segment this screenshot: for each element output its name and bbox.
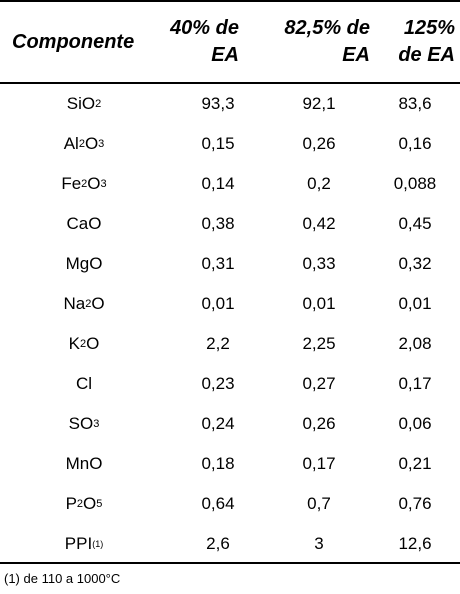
component-part: Fe (61, 174, 82, 193)
table-row: SO 3 0,24 0,26 0,06 (0, 404, 460, 444)
component-part: MgO (65, 254, 103, 273)
cell-component: PPI (1) (64, 534, 104, 553)
header-125-ea: 125% de EA (398, 17, 455, 66)
cell-component: Cl (0, 364, 168, 404)
table-header-rule (0, 82, 460, 84)
cell-component: Si O 2 (66, 94, 102, 113)
header-82-5-ea: 82,5% de EA (284, 17, 370, 66)
cell-value: 0,38 (201, 214, 235, 233)
cell-value: 0,06 (398, 414, 432, 433)
cell-value: 0,15 (201, 134, 235, 153)
cell-value: 0,16 (398, 134, 432, 153)
table-row: Al 2 O 3 0,15 0,26 0,16 (0, 124, 460, 164)
cell-value: 0,18 (201, 454, 235, 473)
component-part: CaO (66, 214, 102, 233)
cell-value: 0,45 (398, 214, 432, 233)
cell-value: 0,31 (201, 254, 235, 273)
component-part: O (87, 174, 101, 193)
table-row: PPI (1) 2,6 3 12,6 (0, 524, 460, 564)
table-row: Si O 2 93,3 92,1 83,6 (0, 84, 460, 124)
cell-component: Na 2 O (63, 294, 105, 313)
table-footnote: (1) de 110 a 1000°C (4, 571, 121, 586)
cell-value: 0,01 (302, 294, 336, 313)
cell-value: 2,25 (302, 334, 336, 353)
component-part: Na (63, 294, 86, 313)
header-componente: Componente (12, 30, 135, 53)
table-row: Fe 2 O 3 0,14 0,2 0,088 (0, 164, 460, 204)
cell-value: 3 (314, 534, 324, 553)
cell-value: 92,1 (302, 94, 336, 113)
cell-value: 0,01 (201, 294, 235, 313)
table-top-rule (0, 0, 460, 2)
cell-value: 0,23 (201, 374, 235, 393)
component-part: SO (68, 414, 94, 433)
cell-value: 0,27 (302, 374, 336, 393)
component-part: K (68, 334, 80, 353)
component-part: O (83, 494, 97, 513)
cell-value: 2,08 (398, 334, 432, 353)
component-part: MnO (65, 454, 103, 473)
component-part: O (81, 94, 96, 113)
cell-component: SO 3 (68, 414, 100, 433)
table-bottom-rule (0, 562, 460, 564)
cell-value: 0,088 (393, 174, 437, 193)
cell-value: 93,3 (201, 94, 235, 113)
cell-component: MnO (0, 444, 168, 484)
cell-value: 2,2 (206, 334, 230, 353)
table-row: MgO 0,31 0,33 0,32 (0, 244, 460, 284)
cell-value: 0,26 (302, 414, 336, 433)
cell-value: 0,33 (302, 254, 336, 273)
cell-value: 0,17 (302, 454, 336, 473)
cell-value: 0,14 (201, 174, 235, 193)
table-row: MnO 0,18 0,17 0,21 (0, 444, 460, 484)
component-part: O (86, 334, 100, 353)
cell-value: 0,01 (398, 294, 432, 313)
cell-component: Fe 2 O 3 (61, 174, 107, 193)
cell-value: 0,42 (302, 214, 336, 233)
cell-value: 12,6 (398, 534, 432, 553)
cell-value: 0,76 (398, 494, 432, 513)
table-row: P 2 O 5 0,64 0,7 0,76 (0, 484, 460, 524)
component-part: O (84, 134, 99, 153)
cell-value: 83,6 (398, 94, 432, 113)
header-40-ea: 40% de EA (170, 17, 239, 66)
table-header-row: Componente 40% de EA 82,5% de EA 125% de… (0, 2, 460, 82)
cell-value: 2,6 (206, 534, 230, 553)
table-row: CaO 0,38 0,42 0,45 (0, 204, 460, 244)
cell-value: 0,17 (398, 374, 432, 393)
cell-value: 0,21 (398, 454, 432, 473)
component-part: Si (66, 94, 82, 113)
cell-value: 0,24 (201, 414, 235, 433)
component-part: O (91, 294, 105, 313)
table-row: Cl 0,23 0,27 0,17 (0, 364, 460, 404)
table-row: Na 2 O 0,01 0,01 0,01 (0, 284, 460, 324)
cell-value: 0,2 (307, 174, 331, 193)
cell-value: 0,32 (398, 254, 432, 273)
component-part: P (65, 494, 77, 513)
component-part: Al (63, 134, 79, 153)
cell-value: 0,26 (302, 134, 336, 153)
component-part: Cl (75, 374, 93, 393)
cell-value: 0,64 (201, 494, 235, 513)
cell-value: 0,7 (307, 494, 331, 513)
cell-component: CaO (0, 204, 168, 244)
cell-component: Al 2 O 3 (63, 134, 105, 153)
component-part: PPI (64, 534, 93, 553)
cell-component: MgO (0, 244, 168, 284)
table-row: K 2 O 2,2 2,25 2,08 (0, 324, 460, 364)
